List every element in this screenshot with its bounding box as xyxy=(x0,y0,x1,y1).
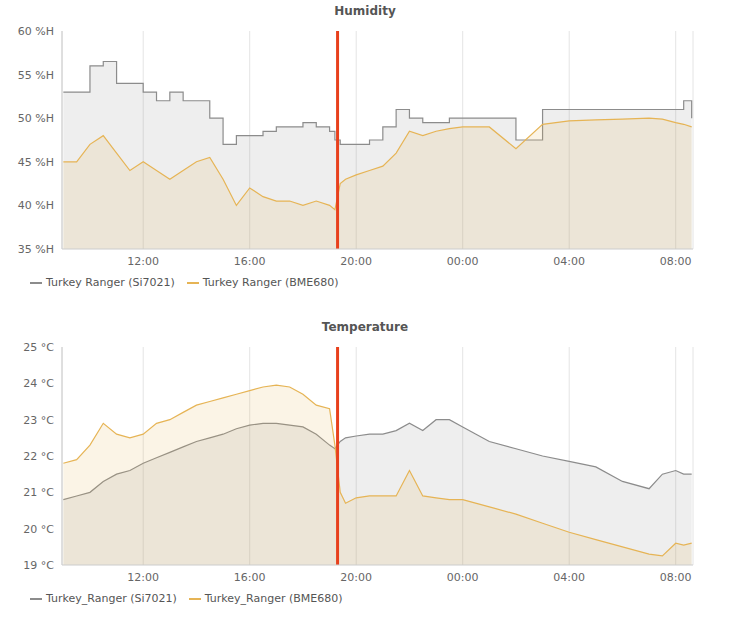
svg-text:12:00: 12:00 xyxy=(127,255,159,268)
svg-text:20:00: 20:00 xyxy=(340,571,372,584)
svg-text:08:00: 08:00 xyxy=(660,255,692,268)
svg-text:23 °C: 23 °C xyxy=(23,414,54,427)
html-text:Turkey Ranger (BME680): Turkey Ranger (BME680) xyxy=(202,276,339,289)
html-text:Turkey_Ranger (Si7021): Turkey_Ranger (Si7021) xyxy=(46,592,177,605)
svg-text:20:00: 20:00 xyxy=(340,255,372,268)
svg-text:45 %H: 45 %H xyxy=(18,156,54,169)
svg-text:08:00: 08:00 xyxy=(660,571,692,584)
svg-text:16:00: 16:00 xyxy=(234,571,266,584)
html-text:Humidity: Humidity xyxy=(334,4,396,18)
svg-text:40 %H: 40 %H xyxy=(18,199,54,212)
svg-text:00:00: 00:00 xyxy=(447,571,479,584)
svg-text:12:00: 12:00 xyxy=(127,571,159,584)
svg-text:19 °C: 19 °C xyxy=(23,559,54,572)
svg-text:22 °C: 22 °C xyxy=(23,450,54,463)
html-text:Turkey Ranger (Si7021): Turkey Ranger (Si7021) xyxy=(46,276,175,289)
svg-text:35 %H: 35 %H xyxy=(18,243,54,256)
html-text:Temperature: Temperature xyxy=(321,320,409,334)
svg-text:55 %H: 55 %H xyxy=(18,69,54,82)
svg-text:04:00: 04:00 xyxy=(553,571,585,584)
svg-text:20 °C: 20 °C xyxy=(23,523,54,536)
svg-text:25 °C: 25 °C xyxy=(23,341,54,354)
svg-text:50 %H: 50 %H xyxy=(18,112,54,125)
svg-text:24 °C: 24 °C xyxy=(23,377,54,390)
svg-text:60 %H: 60 %H xyxy=(18,25,54,38)
svg-text:21 °C: 21 °C xyxy=(23,486,54,499)
svg-text:00:00: 00:00 xyxy=(447,255,479,268)
svg-text:04:00: 04:00 xyxy=(553,255,585,268)
html-text:Turkey_Ranger (BME680): Turkey_Ranger (BME680) xyxy=(204,592,343,605)
svg-text:16:00: 16:00 xyxy=(234,255,266,268)
